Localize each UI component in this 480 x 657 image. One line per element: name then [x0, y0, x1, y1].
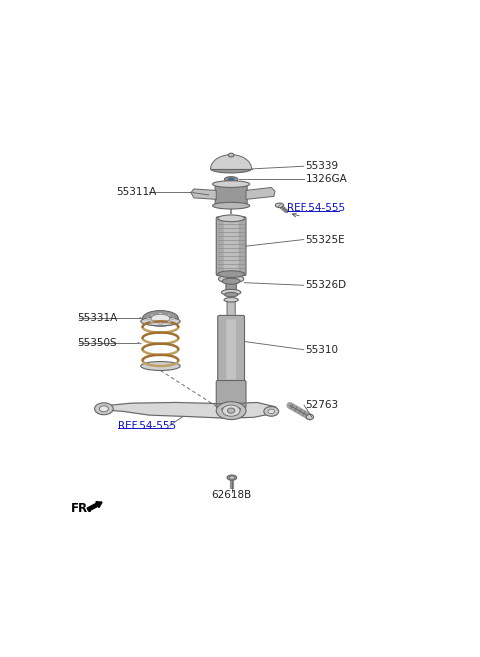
FancyBboxPatch shape	[226, 319, 236, 379]
Ellipse shape	[228, 408, 235, 413]
Text: REF.54-555: REF.54-555	[118, 420, 176, 430]
FancyBboxPatch shape	[215, 183, 247, 207]
FancyArrow shape	[87, 502, 102, 511]
FancyBboxPatch shape	[227, 301, 235, 317]
Ellipse shape	[228, 178, 234, 181]
Ellipse shape	[229, 476, 234, 479]
Ellipse shape	[222, 278, 240, 284]
Ellipse shape	[224, 298, 238, 302]
Text: 55350S: 55350S	[77, 338, 117, 348]
Text: 55326D: 55326D	[305, 281, 347, 290]
FancyBboxPatch shape	[216, 380, 246, 408]
Text: 55310: 55310	[305, 345, 338, 355]
Ellipse shape	[211, 165, 252, 173]
Ellipse shape	[222, 407, 240, 411]
Ellipse shape	[150, 321, 154, 323]
Ellipse shape	[225, 292, 238, 297]
Ellipse shape	[171, 317, 175, 319]
Ellipse shape	[167, 314, 171, 316]
Text: 55339: 55339	[305, 161, 339, 171]
Ellipse shape	[95, 403, 113, 415]
Ellipse shape	[143, 311, 178, 327]
Ellipse shape	[213, 202, 250, 209]
Ellipse shape	[218, 275, 244, 283]
Ellipse shape	[228, 178, 234, 181]
FancyBboxPatch shape	[224, 219, 239, 273]
Ellipse shape	[218, 271, 244, 277]
Ellipse shape	[158, 313, 162, 315]
Ellipse shape	[141, 361, 180, 371]
FancyBboxPatch shape	[226, 281, 236, 293]
Text: 55325E: 55325E	[305, 235, 345, 244]
Ellipse shape	[225, 177, 238, 182]
Ellipse shape	[276, 203, 284, 208]
Ellipse shape	[218, 405, 244, 413]
Polygon shape	[191, 189, 216, 199]
Ellipse shape	[99, 406, 108, 412]
Polygon shape	[211, 154, 252, 169]
Text: 1326GA: 1326GA	[305, 174, 347, 184]
Ellipse shape	[221, 289, 241, 296]
Text: 55311A: 55311A	[117, 187, 157, 197]
Ellipse shape	[167, 321, 171, 323]
Ellipse shape	[306, 415, 313, 420]
Ellipse shape	[216, 401, 246, 420]
FancyBboxPatch shape	[216, 217, 246, 276]
Ellipse shape	[146, 317, 150, 319]
Ellipse shape	[222, 405, 240, 417]
Ellipse shape	[228, 153, 234, 157]
Ellipse shape	[158, 323, 162, 324]
Ellipse shape	[218, 215, 244, 221]
Polygon shape	[246, 187, 275, 199]
Text: 55331A: 55331A	[77, 313, 118, 323]
FancyBboxPatch shape	[218, 315, 244, 384]
Ellipse shape	[141, 317, 180, 326]
Ellipse shape	[227, 475, 237, 480]
Text: 52763: 52763	[305, 400, 339, 410]
Ellipse shape	[264, 407, 279, 417]
Ellipse shape	[213, 181, 250, 187]
Text: REF.54-555: REF.54-555	[287, 203, 345, 214]
Text: 62618B: 62618B	[212, 491, 252, 501]
Text: FR.: FR.	[71, 502, 93, 515]
Ellipse shape	[150, 314, 154, 316]
Ellipse shape	[151, 314, 170, 323]
Ellipse shape	[268, 409, 275, 414]
Polygon shape	[97, 403, 276, 418]
